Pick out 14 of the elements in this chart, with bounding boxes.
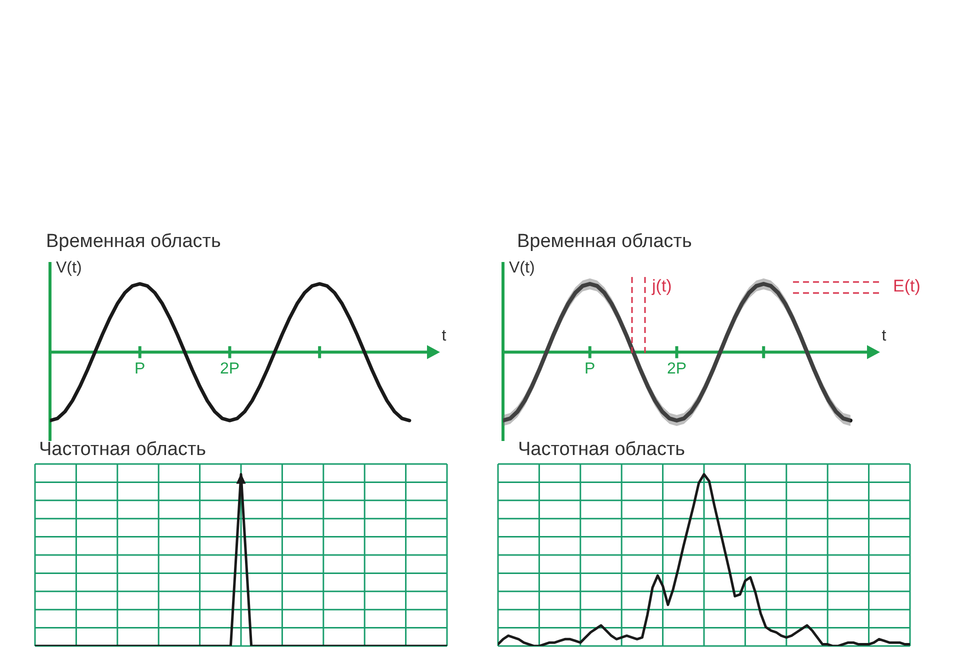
x-axis-title: t — [442, 328, 447, 345]
x-tick-label: 2P — [666, 360, 687, 378]
chart-title: Временная область — [517, 230, 693, 254]
x-tick-label: P — [584, 360, 596, 378]
y-axis-title: V(t) — [56, 259, 82, 276]
annotation: j(t) — [651, 276, 672, 296]
y-axis-title: V(t) — [509, 259, 535, 276]
text: E(t) — [893, 276, 920, 296]
chart-title: Частотная область — [518, 438, 686, 462]
x-tick-label: 2P — [220, 360, 240, 378]
chart-title: Временная область — [46, 230, 222, 254]
chart-title: Частотная область — [39, 438, 208, 462]
x-tick-label: P — [134, 360, 146, 378]
x-axis-title: t — [882, 328, 887, 345]
